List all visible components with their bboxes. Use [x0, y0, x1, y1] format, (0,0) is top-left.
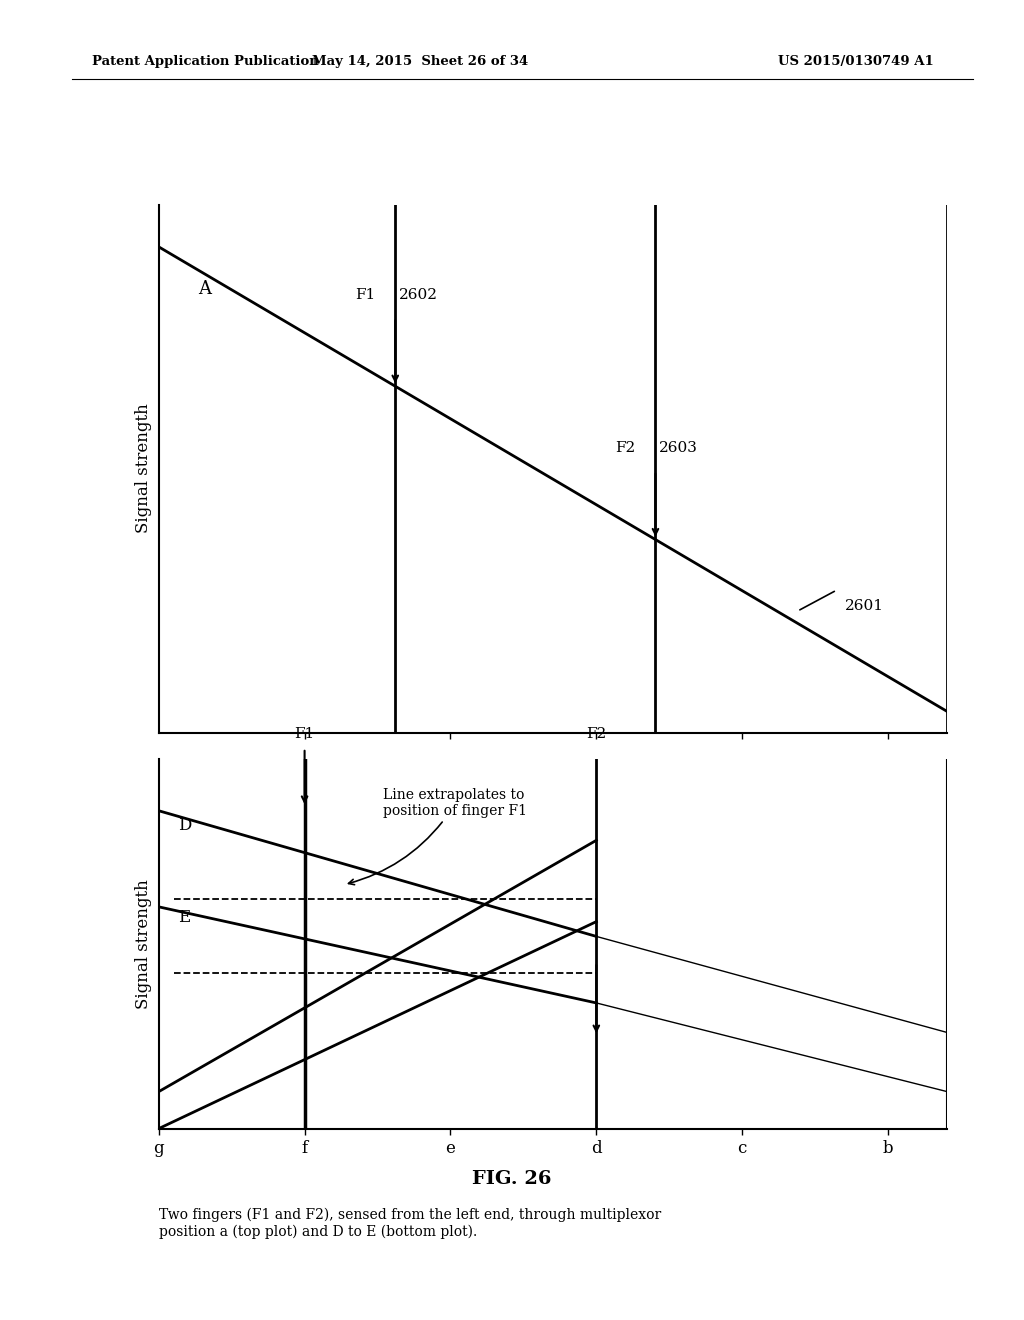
Text: F2: F2 [586, 726, 606, 741]
Text: Two fingers (F1 and F2), sensed from the left end, through multiplexor
position : Two fingers (F1 and F2), sensed from the… [159, 1208, 660, 1239]
Text: D: D [178, 817, 191, 834]
Text: 2602: 2602 [399, 288, 438, 302]
Text: F1: F1 [355, 288, 376, 302]
Text: May 14, 2015  Sheet 26 of 34: May 14, 2015 Sheet 26 of 34 [311, 55, 528, 69]
Text: Line extrapolates to
position of finger F1: Line extrapolates to position of finger … [348, 788, 527, 884]
Text: Patent Application Publication: Patent Application Publication [92, 55, 318, 69]
Text: US 2015/0130749 A1: US 2015/0130749 A1 [778, 55, 934, 69]
Text: 2601: 2601 [845, 599, 884, 612]
Text: F1: F1 [295, 726, 314, 741]
Text: FIG. 26: FIG. 26 [472, 1170, 552, 1188]
Text: F2: F2 [615, 441, 636, 455]
Y-axis label: Signal strength: Signal strength [135, 404, 152, 533]
Text: A: A [199, 280, 211, 298]
Text: E: E [178, 909, 190, 927]
Text: 2603: 2603 [659, 441, 698, 455]
Y-axis label: Signal strength: Signal strength [135, 879, 152, 1008]
